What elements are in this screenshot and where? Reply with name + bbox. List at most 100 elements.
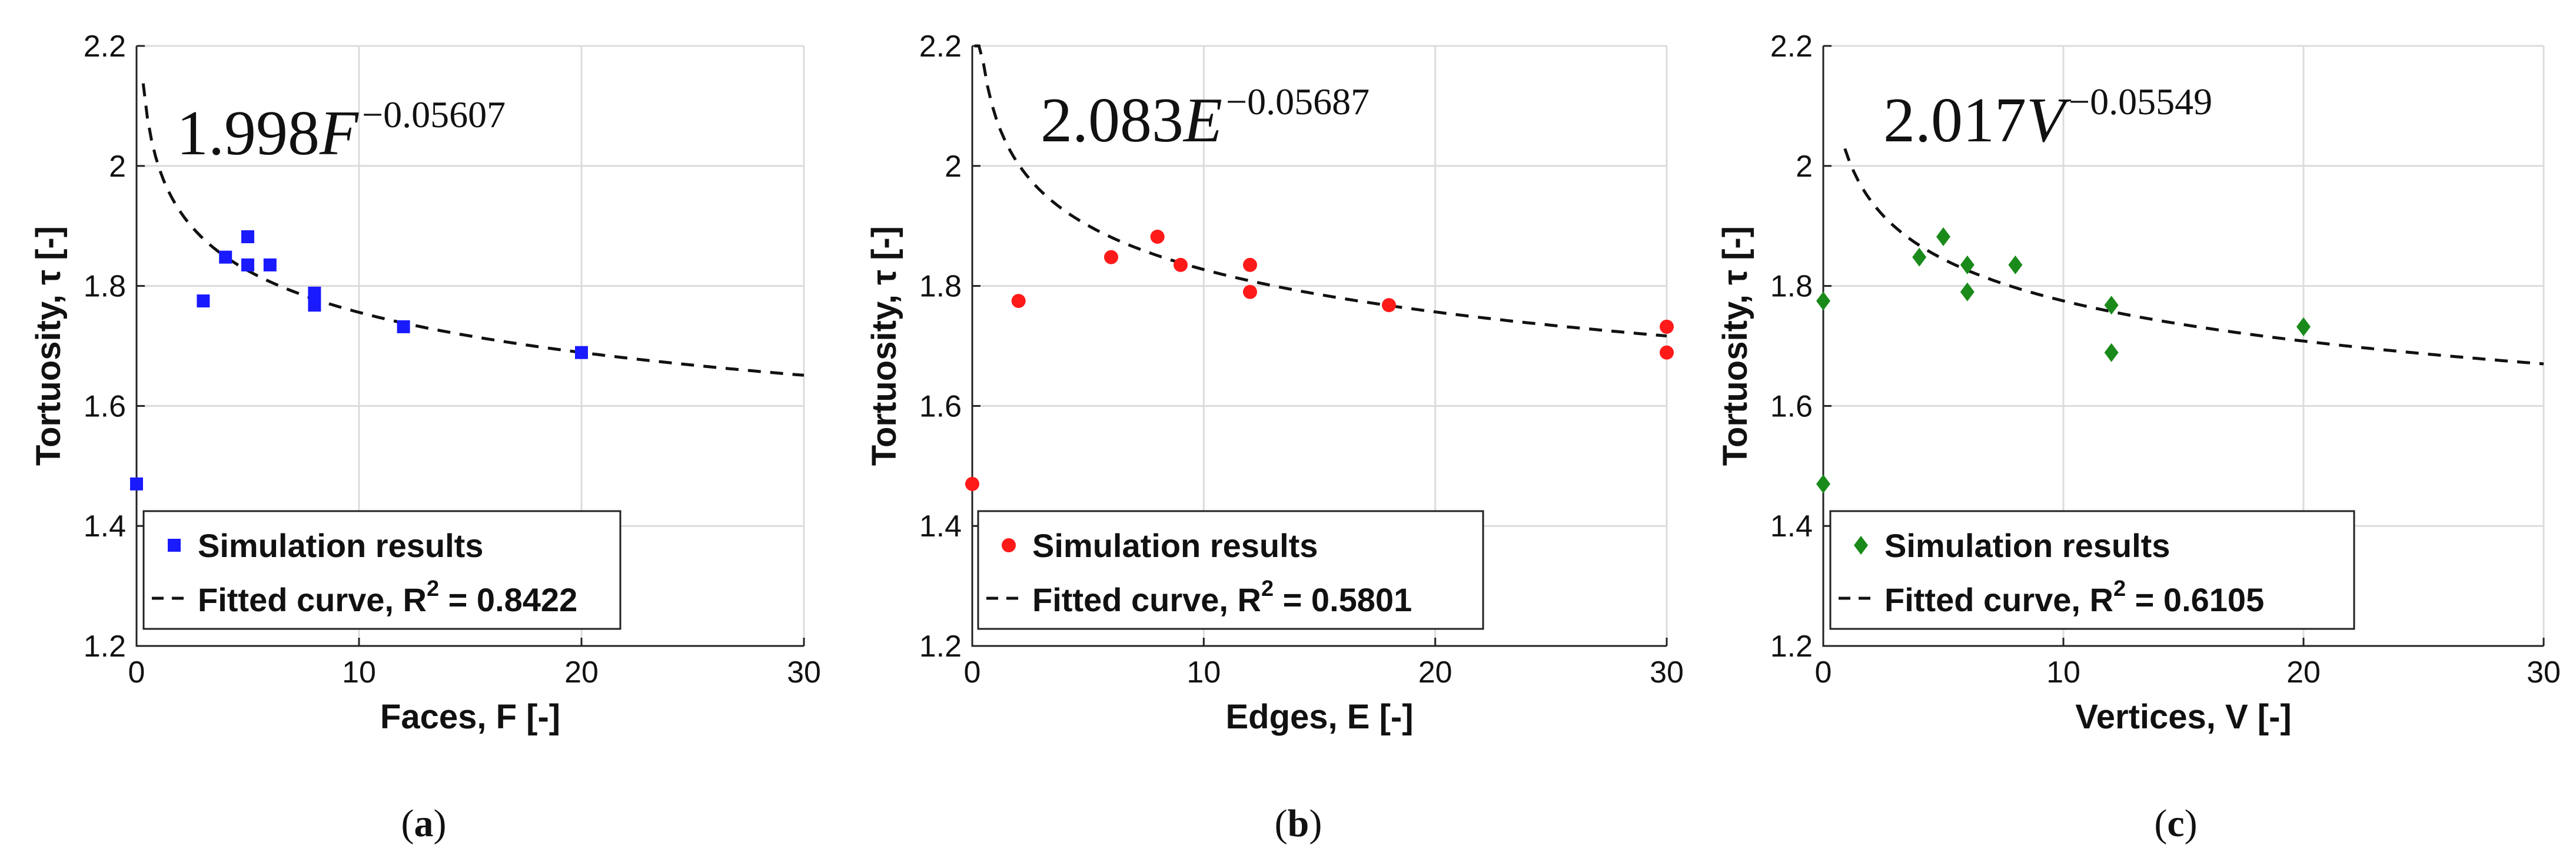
data-point <box>308 299 321 312</box>
legend-fit-label: Fitted curve, R <box>1032 581 1261 618</box>
data-point <box>219 250 232 264</box>
x-tick-label: 0 <box>1815 655 1832 690</box>
x-tick-label: 30 <box>787 655 821 690</box>
fitted-curve <box>974 44 1667 337</box>
data-point <box>308 286 321 300</box>
x-axis-label: Vertices, V [-] <box>2075 698 2291 736</box>
legend-marker <box>1854 536 1868 555</box>
legend-fit-superscript: 2 <box>427 576 439 601</box>
legend: Simulation results Fitted curve, R2 = 0.8… <box>142 510 621 630</box>
data-point <box>241 258 254 271</box>
panel-caption-b: (b) <box>1275 802 1322 845</box>
legend-box <box>977 510 1484 630</box>
y-axis-label: Tortuosity, τ [-] <box>865 226 903 466</box>
legend-entry-simulation: Simulation results <box>1032 527 1318 564</box>
panel-caption-c: (c) <box>2154 802 2197 845</box>
legend: Simulation results Fitted curve, R2 = 0.6… <box>1829 510 2355 630</box>
panel-a: 0 10 20 30 1.2 1.4 1.6 1.8 2 2.2 Faces, F [-] Tortu… <box>29 29 821 736</box>
data-point <box>2104 343 2119 362</box>
data-point <box>1816 474 1830 493</box>
caption-close: ) <box>1309 802 1322 845</box>
data-point <box>1816 291 1830 311</box>
legend-fit-superscript: 2 <box>1261 576 1274 601</box>
y-tick-label: 1.4 <box>1770 509 1813 543</box>
caption-letter: a <box>414 802 434 845</box>
x-axis-label: Faces, F [-] <box>380 698 560 736</box>
fit-coef: 2.017 <box>1883 85 2026 155</box>
data-point <box>1104 250 1118 264</box>
y-tick-label: 2 <box>1796 150 1813 184</box>
data-point <box>263 258 277 271</box>
legend: Simulation results Fitted curve, R2 = 0.5… <box>977 510 1484 630</box>
legend-box <box>142 510 621 630</box>
fit-formula: 1.998F−0.05607 <box>177 94 506 168</box>
fit-coef: 2.083 <box>1041 85 1184 155</box>
x-tick-label: 0 <box>128 655 145 690</box>
caption-close: ) <box>2185 802 2198 845</box>
data-point <box>575 346 588 359</box>
y-tick-label: 2 <box>945 150 962 184</box>
y-tick-label: 1.8 <box>84 270 126 304</box>
data-point <box>965 476 979 491</box>
data-point <box>197 294 210 308</box>
y-tick-label: 1.6 <box>1770 389 1813 423</box>
fitted-curve <box>1843 148 2544 366</box>
fit-formula: 2.017V−0.05549 <box>1883 81 2212 155</box>
data-point <box>2008 255 2023 274</box>
fit-formula: 2.083E−0.05687 <box>1041 81 1370 155</box>
fit-variable: F <box>319 98 359 168</box>
data-point <box>2296 317 2311 336</box>
panel-c: 0 10 20 30 1.2 1.4 1.6 1.8 2 2.2 Vertices, V [-] To… <box>1716 29 2561 736</box>
panel-caption-a: (a) <box>401 802 447 845</box>
data-point <box>1960 255 1975 274</box>
legend-fit-superscript: 2 <box>2113 576 2126 601</box>
legend-entry-fit: Fitted curve, R2 = 0.8422 <box>198 576 577 618</box>
legend-marker <box>1002 538 1016 552</box>
fit-variable: V <box>2026 85 2072 155</box>
legend-marker <box>168 539 181 552</box>
legend-box <box>1829 510 2355 630</box>
data-point <box>1174 257 1188 272</box>
x-tick-label: 20 <box>564 655 599 690</box>
fit-exponent: −0.05607 <box>362 94 506 135</box>
fit-exponent: −0.05549 <box>2069 81 2212 122</box>
legend-fit-label: Fitted curve, R <box>1884 581 2113 618</box>
y-axis-label: Tortuosity, τ [-] <box>29 226 68 466</box>
data-point <box>130 477 143 491</box>
y-tick-label: 1.8 <box>1770 270 1813 304</box>
x-axis-label: Edges, E [-] <box>1225 698 1413 736</box>
fit-coef: 1.998 <box>177 98 320 168</box>
data-point <box>1150 230 1165 244</box>
y-tick-label: 1.4 <box>84 509 126 543</box>
data-point <box>1011 294 1026 309</box>
y-tick-label: 2.2 <box>84 29 126 64</box>
data-point <box>1912 247 1927 267</box>
data-point <box>1243 257 1257 272</box>
data-point <box>2104 296 2119 315</box>
x-tick-label: 10 <box>1186 655 1221 690</box>
legend-entry-fit: Fitted curve, R2 = 0.5801 <box>1032 576 1412 618</box>
data-point <box>1936 227 1950 247</box>
caption-open: ( <box>401 802 414 845</box>
x-tick-label: 30 <box>1650 655 1684 690</box>
y-tick-label: 2 <box>109 150 126 184</box>
y-tick-label: 2.2 <box>919 29 962 64</box>
legend-entry-simulation: Simulation results <box>1884 527 2170 564</box>
data-point <box>397 320 410 333</box>
x-tick-label: 10 <box>342 655 376 690</box>
y-tick-label: 1.4 <box>919 509 962 543</box>
fit-variable: E <box>1182 85 1222 155</box>
legend-fit-label: Fitted curve, R <box>198 581 427 618</box>
legend-entry-fit: Fitted curve, R2 = 0.6105 <box>1884 576 2264 618</box>
caption-open: ( <box>2154 802 2167 845</box>
y-axis-label: Tortuosity, τ [-] <box>1716 226 1754 466</box>
legend-fit-value: = 0.5801 <box>1274 581 1412 618</box>
data-point <box>241 230 254 244</box>
x-tick-label: 20 <box>1418 655 1452 690</box>
x-tick-label: 20 <box>2286 655 2321 690</box>
data-point <box>1660 319 1674 334</box>
legend-fit-value: = 0.8422 <box>439 581 577 618</box>
y-tick-label: 1.2 <box>919 629 962 664</box>
legend-fit-value: = 0.6105 <box>2126 581 2264 618</box>
data-point <box>1660 345 1674 360</box>
